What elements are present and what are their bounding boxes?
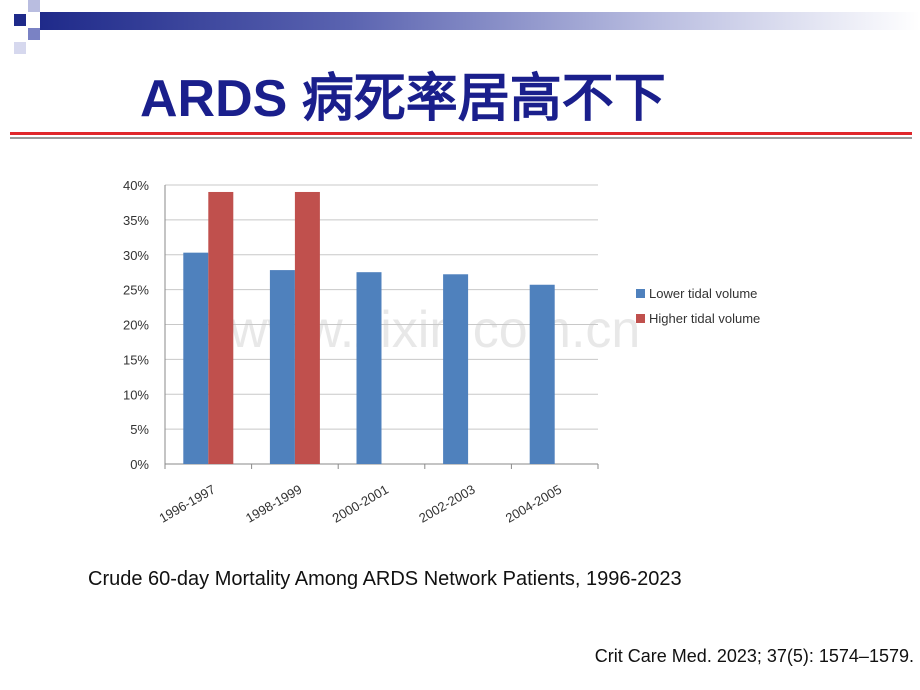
header-band (40, 12, 920, 30)
x-tick-label: 1996-1997 (156, 482, 217, 526)
x-tick-label: 2002-2003 (416, 482, 477, 526)
y-tick-label: 25% (123, 283, 149, 298)
bar-lower-tidal-volume (529, 284, 555, 464)
bar-lower-tidal-volume (356, 272, 382, 464)
x-tick-label: 2000-2001 (330, 482, 391, 526)
bar-higher-tidal-volume (294, 191, 320, 464)
y-tick-label: 10% (123, 387, 149, 402)
y-tick-label: 0% (130, 457, 149, 472)
bar-higher-tidal-volume (208, 191, 234, 464)
corner-decoration (14, 0, 54, 54)
chart-caption: Crude 60-day Mortality Among ARDS Networ… (88, 568, 682, 590)
slide-title: ARDS 病死率居高不下 (140, 70, 666, 128)
bar-lower-tidal-volume (443, 274, 469, 464)
x-tick-label: 1998-1999 (243, 482, 304, 526)
legend-label: Lower tidal volume (649, 286, 757, 301)
y-tick-label: 20% (123, 318, 149, 333)
legend-swatch (636, 314, 645, 323)
x-tick-label: 2004-2005 (503, 482, 564, 526)
y-tick-label: 40% (123, 178, 149, 193)
y-tick-label: 15% (123, 352, 149, 367)
bar-lower-tidal-volume (183, 252, 209, 464)
citation: Crit Care Med. 2023; 37(5): 1574–1579. (594, 646, 914, 666)
mortality-bar-chart: 0% 5% 10% 15% 20% 25% 30% 35% 40% 1996-1997 1998-1… (123, 178, 760, 526)
y-tick-label: 30% (123, 248, 149, 263)
y-tick-label: 5% (130, 422, 149, 437)
y-tick-label: 35% (123, 213, 149, 228)
title-rule-red (10, 132, 912, 135)
title-rule-gray (10, 137, 912, 139)
legend-label: Higher tidal volume (649, 311, 760, 326)
bar-lower-tidal-volume (269, 270, 295, 464)
legend-swatch (636, 289, 645, 298)
